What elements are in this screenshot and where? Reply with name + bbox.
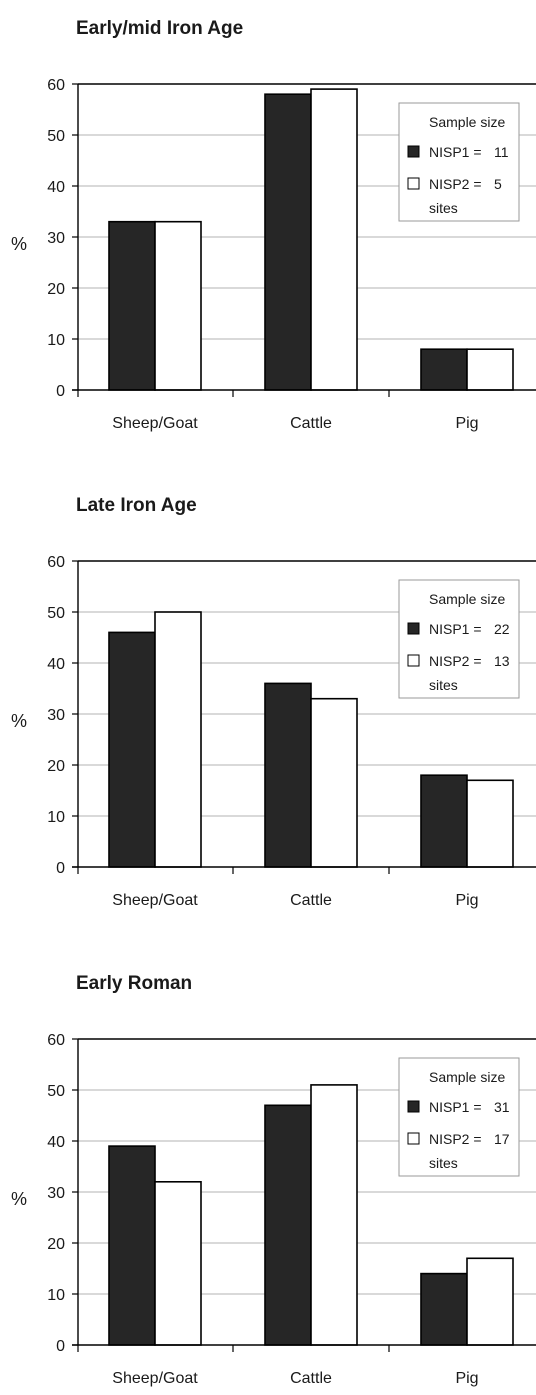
legend-note: sites — [429, 1155, 458, 1171]
legend-heading: Sample size — [429, 114, 505, 130]
y-tick-label: 60 — [47, 1032, 65, 1049]
bar-nisp2-sheep-goat — [154, 611, 202, 868]
bar-nisp2-sheep-goat — [154, 1181, 202, 1346]
legend-swatch-nisp1 — [407, 145, 420, 158]
y-tick-label: 40 — [47, 1134, 65, 1151]
bar-nisp1-sheep-goat — [108, 631, 156, 868]
bar-nisp1-pig — [420, 348, 468, 391]
y-tick-label: 50 — [47, 128, 65, 145]
y-tick-label: 60 — [47, 554, 65, 571]
legend-entry-label: NISP1 = — [429, 621, 482, 637]
legend-entry-value: 13 — [494, 653, 510, 669]
legend-box — [398, 102, 520, 222]
legend-box — [398, 579, 520, 699]
y-tick-label: 20 — [47, 281, 65, 298]
bar-nisp2-sheep-goat — [154, 220, 202, 391]
legend: Sample size NISP1 = 31 NISP2 = 17 sites — [398, 1057, 520, 1177]
legend: Sample size NISP1 = 22 NISP2 = 13 sites — [398, 579, 520, 699]
y-tick-label: 20 — [47, 1236, 65, 1253]
legend-entry-value: 17 — [494, 1131, 510, 1147]
y-axis-label: % — [11, 1189, 27, 1209]
legend-swatch-nisp2 — [407, 177, 420, 190]
x-category-label: Sheep/Goat — [112, 415, 198, 432]
x-category-label: Cattle — [290, 415, 332, 432]
y-axis-label: % — [11, 711, 27, 731]
legend-swatch-nisp1 — [407, 1100, 420, 1113]
bar-chart-3: Early Roman% 0 10 20 30 40 50 60 Sheep/Goat Cattl… — [11, 973, 536, 1387]
y-tick-label: 0 — [56, 383, 65, 400]
bar-nisp1-cattle — [264, 93, 312, 391]
x-category-label: Pig — [455, 892, 478, 909]
bar-nisp1-sheep-goat — [108, 1145, 156, 1346]
x-category-label: Sheep/Goat — [112, 1370, 198, 1387]
y-tick-label: 50 — [47, 605, 65, 622]
y-tick-label: 30 — [47, 1185, 65, 1202]
y-axis-label: % — [11, 234, 27, 254]
y-tick-label: 30 — [47, 707, 65, 724]
legend-box — [398, 1057, 520, 1177]
y-tick-label: 60 — [47, 77, 65, 94]
bar-nisp2-cattle — [310, 1084, 358, 1346]
legend-entry-value: 11 — [494, 144, 509, 160]
legend-note: sites — [429, 677, 458, 693]
chart-title: Early/mid Iron Age — [76, 18, 243, 39]
y-tick-label: 10 — [47, 809, 65, 826]
legend-heading: Sample size — [429, 1069, 505, 1085]
bar-nisp2-pig — [466, 348, 514, 391]
bar-nisp2-pig — [466, 779, 514, 868]
chart-title: Late Iron Age — [76, 495, 197, 516]
y-tick-label: 40 — [47, 656, 65, 673]
legend-swatch-nisp1 — [407, 622, 420, 635]
x-category-label: Pig — [455, 1370, 478, 1387]
bar-nisp1-pig — [420, 1272, 468, 1346]
x-category-label: Pig — [455, 415, 478, 432]
bar-nisp1-cattle — [264, 1104, 312, 1346]
bar-nisp1-pig — [420, 774, 468, 868]
x-category-label: Sheep/Goat — [112, 892, 198, 909]
bar-nisp2-cattle — [310, 88, 358, 391]
bar-chart-1: Early/mid Iron Age% 0 10 20 30 40 50 60 Sheep/Go… — [11, 18, 536, 432]
y-tick-label: 40 — [47, 179, 65, 196]
bar-nisp2-cattle — [310, 697, 358, 868]
x-category-label: Cattle — [290, 1370, 332, 1387]
legend-entry-value: 22 — [494, 621, 510, 637]
y-tick-label: 50 — [47, 1083, 65, 1100]
x-category-label: Cattle — [290, 892, 332, 909]
y-tick-label: 20 — [47, 758, 65, 775]
chart-title: Early Roman — [76, 973, 192, 994]
legend-heading: Sample size — [429, 591, 505, 607]
legend-entry-value: 31 — [494, 1099, 510, 1115]
bar-nisp1-sheep-goat — [108, 220, 156, 391]
legend-entry-value: 5 — [494, 176, 502, 192]
y-tick-label: 10 — [47, 1287, 65, 1304]
y-tick-label: 0 — [56, 860, 65, 877]
legend-entry-label: NISP2 = — [429, 176, 482, 192]
bar-chart-2: Late Iron Age% 0 10 20 30 40 50 60 Sheep/Goat Cat… — [11, 495, 536, 909]
legend-swatch-nisp2 — [407, 654, 420, 667]
legend-swatch-nisp2 — [407, 1132, 420, 1145]
bar-nisp2-pig — [466, 1257, 514, 1346]
y-tick-label: 30 — [47, 230, 65, 247]
legend-entry-label: NISP2 = — [429, 1131, 482, 1147]
bar-nisp1-cattle — [264, 682, 312, 868]
legend: Sample size NISP1 = 11 NISP2 = 5 sites — [398, 102, 520, 222]
y-tick-label: 0 — [56, 1338, 65, 1355]
legend-entry-label: NISP1 = — [429, 144, 482, 160]
legend-note: sites — [429, 200, 458, 216]
legend-entry-label: NISP2 = — [429, 653, 482, 669]
y-tick-label: 10 — [47, 332, 65, 349]
legend-entry-label: NISP1 = — [429, 1099, 482, 1115]
